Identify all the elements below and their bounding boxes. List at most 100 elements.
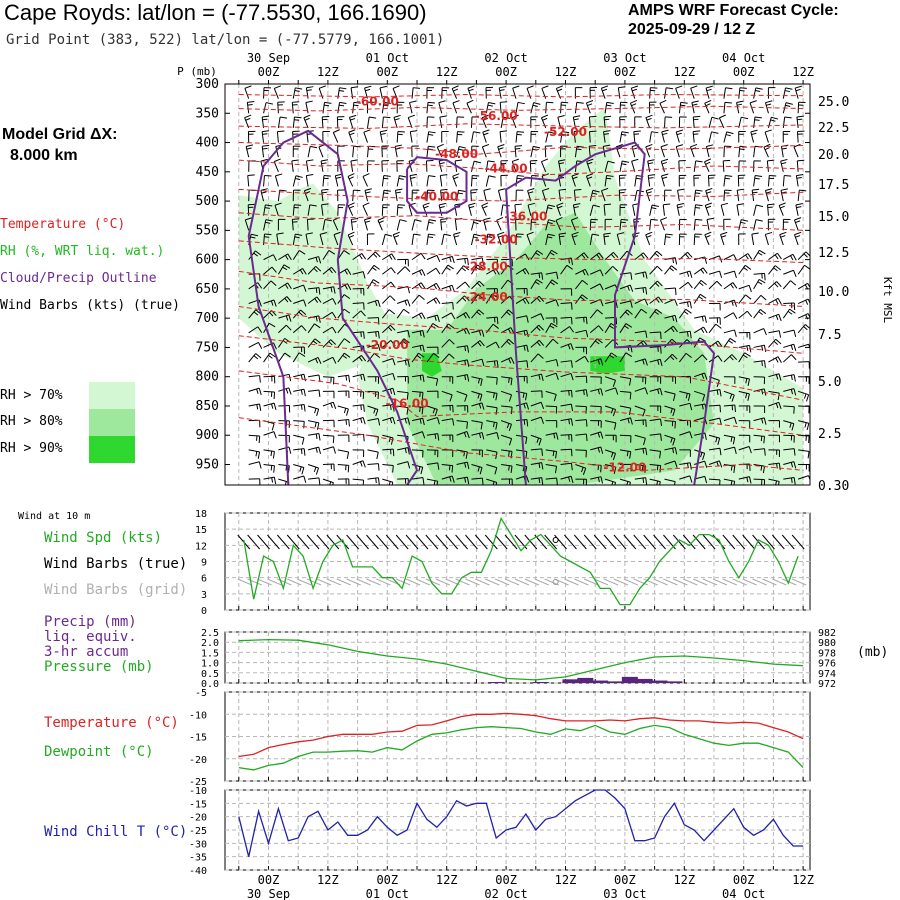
barb-flag	[660, 346, 662, 354]
barb-flag	[427, 236, 434, 239]
barb-flag	[541, 272, 544, 280]
barb-flag	[769, 73, 776, 74]
barb-flag	[435, 267, 441, 275]
barb-shaft	[768, 373, 780, 378]
barb-shaft	[545, 271, 557, 275]
barb-flag	[257, 326, 263, 333]
barb-flag	[669, 267, 674, 272]
barb-flag	[745, 294, 752, 300]
barb-flag	[349, 205, 355, 209]
barb-flag	[706, 191, 712, 194]
wind-barb	[381, 160, 389, 172]
barb-shaft	[571, 175, 576, 187]
barb-shaft	[723, 131, 728, 143]
barb-shaft	[693, 280, 702, 290]
grid-wind-barb	[395, 578, 411, 586]
bottom-time-tick-label: 12Z	[673, 873, 695, 887]
barb-flag	[685, 352, 692, 359]
wind-barb	[723, 282, 738, 290]
barb-shaft	[471, 464, 483, 468]
wind-barb	[441, 390, 453, 402]
barb-flag	[761, 418, 764, 424]
wind-barb	[426, 116, 435, 128]
top-date-label: 30 Sep	[247, 51, 290, 65]
barb-flag	[303, 404, 306, 412]
barb-shaft	[766, 160, 769, 172]
barb-flag	[718, 460, 723, 468]
wind-barb	[709, 478, 721, 485]
barb-flag	[369, 116, 377, 119]
wind-barb	[764, 231, 773, 246]
barb-shaft	[367, 405, 379, 410]
barb-flag	[491, 293, 499, 299]
barb-shaft	[515, 402, 527, 407]
wind-barb	[307, 265, 322, 275]
barb-flag	[508, 394, 513, 402]
wind-chill-tick-label: -25	[189, 826, 207, 837]
barb-flag	[730, 283, 734, 289]
barb-flag	[313, 267, 318, 273]
top-date-label: 03 Oct	[603, 51, 646, 65]
barb-flag	[704, 315, 707, 323]
barb-shaft	[632, 204, 636, 216]
wind-barb	[634, 477, 648, 485]
barb-shaft	[694, 372, 705, 378]
precip-legend-label: liq. equiv.	[44, 629, 137, 645]
wind-barb	[305, 159, 314, 172]
barb-shaft	[292, 175, 297, 187]
barb-flag	[644, 358, 648, 366]
barb-flag	[704, 256, 708, 264]
barb-flag	[568, 476, 571, 482]
true-wind-barb	[781, 534, 795, 550]
barb-flag	[659, 451, 662, 459]
barb-shaft	[352, 302, 364, 305]
barb-flag	[295, 233, 303, 236]
wind-barb	[603, 130, 611, 143]
barb-flag	[706, 205, 712, 209]
wind-barb	[664, 84, 666, 85]
barb-flag	[550, 281, 555, 286]
wind-barb	[411, 233, 421, 246]
barb-flag	[747, 378, 750, 386]
barb-flag	[440, 218, 448, 220]
barb-flag	[247, 100, 255, 103]
barb-flag	[279, 189, 287, 192]
barb-shaft	[305, 87, 309, 99]
barb-shaft	[797, 313, 809, 319]
wind-barb	[797, 313, 810, 320]
wind-barb	[322, 463, 335, 472]
barb-shaft	[332, 220, 339, 231]
wind-barb	[481, 143, 490, 158]
barb-flag	[302, 268, 307, 275]
barb-flag	[676, 144, 684, 148]
barb-flag	[705, 103, 711, 107]
barb-shaft	[470, 84, 472, 85]
wind-barb	[292, 268, 307, 275]
bottom-date-label: 01 Oct	[366, 887, 409, 900]
wind-barb	[322, 401, 337, 409]
wind-barb	[723, 390, 735, 402]
wind-barb	[426, 314, 440, 323]
wind-barb	[753, 204, 764, 216]
barb-flag	[764, 448, 766, 456]
barb-flag	[282, 340, 288, 344]
wind-barb	[782, 87, 793, 99]
barb-flag	[343, 308, 351, 314]
barb-shaft	[248, 434, 260, 437]
barb-flag	[534, 281, 540, 285]
barb-shaft	[604, 376, 616, 381]
barb-flag	[733, 312, 738, 320]
barb-shaft	[293, 388, 305, 392]
barb-shaft	[352, 404, 364, 407]
barb-shaft	[408, 205, 413, 216]
barb-flag	[615, 317, 618, 325]
wind-barb	[515, 329, 529, 338]
barb-flag	[777, 252, 782, 260]
wind-barb	[248, 84, 249, 85]
barb-shaft	[736, 102, 740, 114]
wind-barb	[590, 269, 604, 277]
true-wind-barb	[633, 534, 647, 550]
barb-shaft	[603, 204, 606, 216]
barb-flag	[440, 188, 448, 191]
barb-flag	[314, 298, 319, 303]
